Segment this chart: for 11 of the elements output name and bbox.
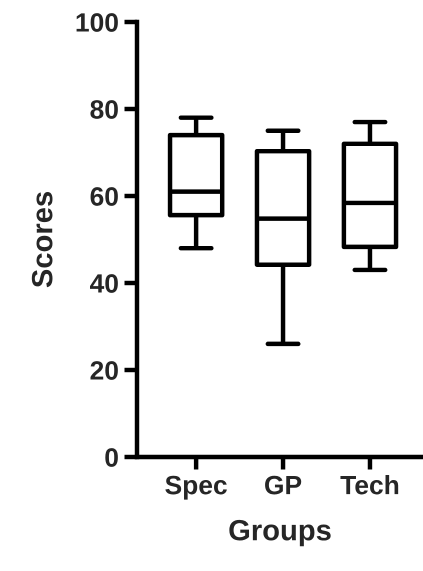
y-tick-label: 60	[90, 187, 118, 206]
y-tick-label: 100	[76, 13, 118, 32]
y-tick-label: 80	[90, 100, 118, 119]
x-axis-title: Groups	[229, 520, 331, 546]
y-tick-label: 0	[105, 448, 118, 467]
y-axis-title: Scores	[32, 192, 52, 288]
x-tick-label: Tech	[340, 475, 398, 494]
y-tick-label: 40	[90, 274, 118, 293]
y-tick-label: 20	[90, 361, 118, 380]
x-tick-label: GP	[265, 476, 302, 494]
x-tick-label: Spec	[165, 476, 227, 500]
